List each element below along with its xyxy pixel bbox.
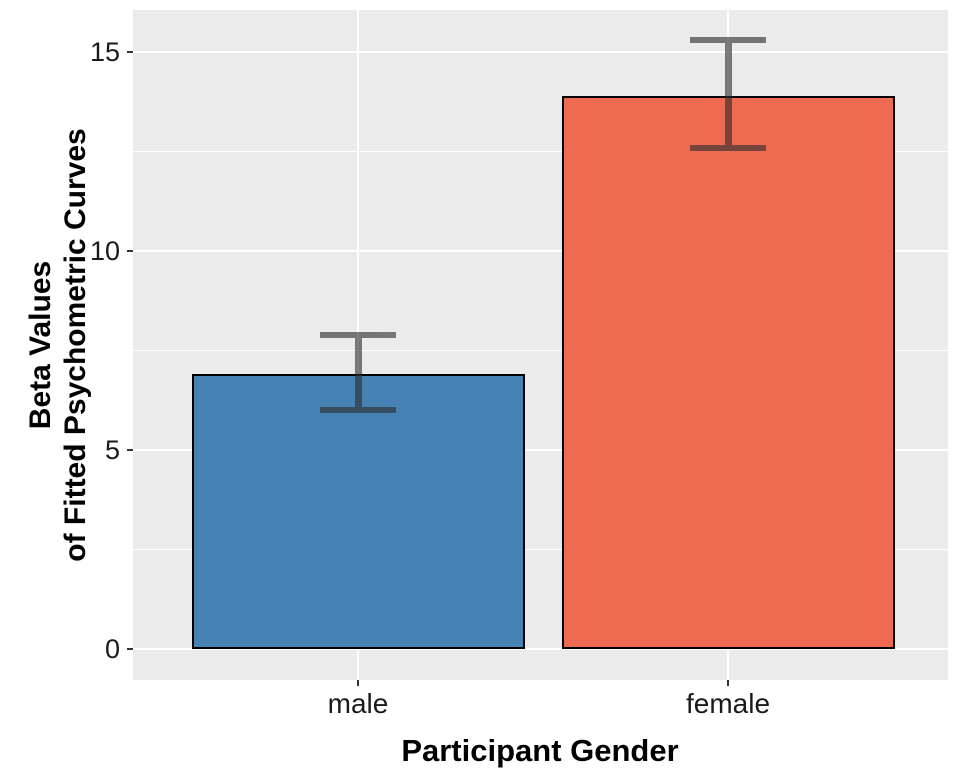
y-tick-label: 10 bbox=[89, 235, 120, 266]
plot-panel bbox=[133, 10, 948, 680]
y-axis-title: Beta Values of Fitted Psychometric Curve… bbox=[23, 0, 93, 695]
errorbar-female bbox=[690, 37, 766, 151]
y-tick-label: 15 bbox=[89, 36, 120, 67]
errorbar-stem bbox=[724, 40, 732, 148]
errorbar-male bbox=[320, 331, 396, 414]
gridline-major bbox=[133, 449, 948, 451]
x-axis-tick-mark bbox=[727, 680, 729, 686]
errorbar-cap-bottom bbox=[690, 144, 766, 151]
x-axis-title: Participant Gender bbox=[401, 733, 679, 768]
bar-female bbox=[561, 95, 895, 649]
y-axis-tick-mark bbox=[127, 449, 133, 451]
y-axis-title-line1: Beta Values bbox=[24, 260, 57, 430]
x-tick-label-male: male bbox=[327, 688, 389, 719]
gridline-minor bbox=[133, 350, 948, 351]
errorbar-cap-top bbox=[690, 37, 766, 44]
x-tick-label-female: female bbox=[685, 688, 771, 719]
y-axis-tick-mark bbox=[127, 250, 133, 252]
bar-male bbox=[191, 374, 525, 649]
gridline-minor bbox=[133, 151, 948, 152]
gridline-major bbox=[133, 250, 948, 252]
y-axis-tick-mark bbox=[127, 648, 133, 650]
y-tick-label: 0 bbox=[104, 633, 120, 664]
errorbar-cap-bottom bbox=[320, 407, 396, 414]
y-axis-tick-mark bbox=[127, 51, 133, 53]
gridline-major bbox=[133, 648, 948, 650]
gridline-minor bbox=[133, 549, 948, 550]
y-axis-title-line2: of Fitted Psychometric Curves bbox=[59, 128, 92, 562]
x-axis-tick-mark bbox=[357, 680, 359, 686]
errorbar-cap-top bbox=[320, 331, 396, 338]
errorbar-stem bbox=[354, 334, 362, 411]
y-tick-label: 5 bbox=[104, 434, 120, 465]
gridline-major bbox=[133, 51, 948, 53]
